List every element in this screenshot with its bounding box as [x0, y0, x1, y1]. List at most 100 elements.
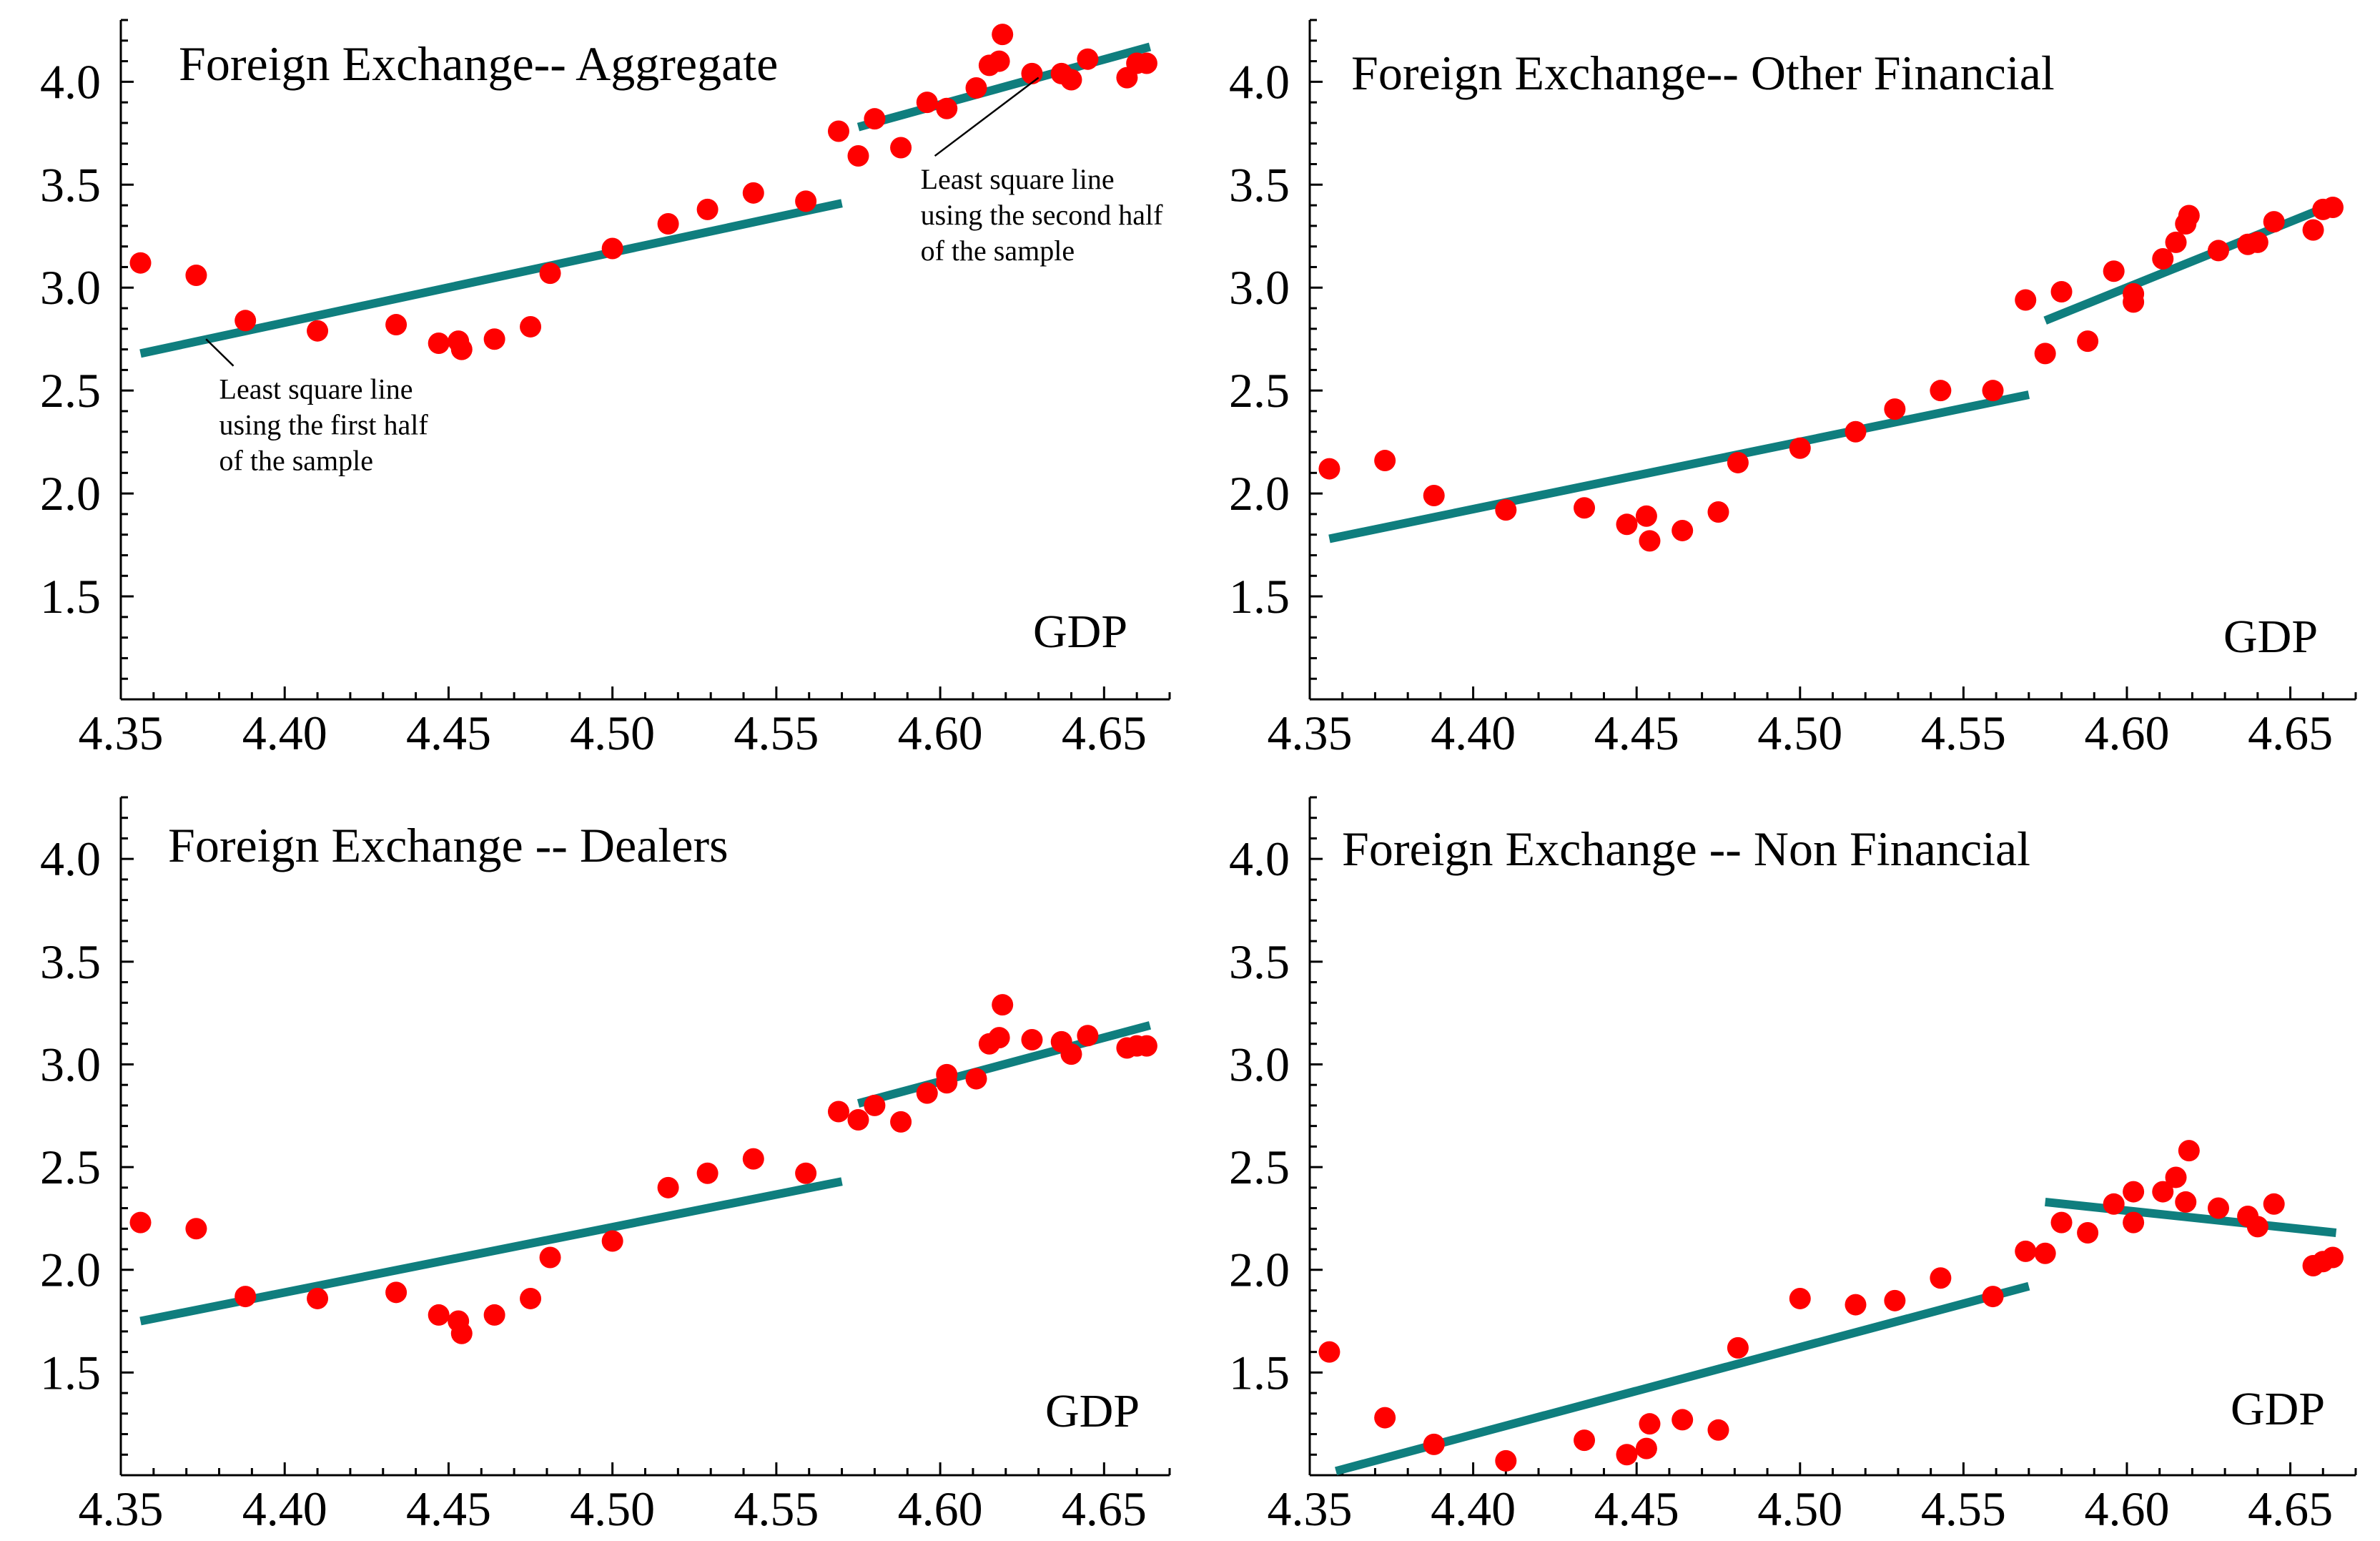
data-point [1616, 1444, 1638, 1466]
data-point [1318, 1341, 1340, 1363]
y-tick-label: 4.0 [1229, 832, 1290, 886]
least-square-line [2045, 1197, 2337, 1237]
data-point [129, 1211, 152, 1234]
data-point [965, 77, 987, 99]
y-tick-label: 1.5 [40, 1345, 101, 1399]
data-point [2207, 1197, 2229, 1219]
data-point [1707, 1419, 1729, 1441]
data-point [2152, 247, 2174, 270]
data-point [483, 328, 505, 350]
least-square-line [139, 199, 843, 358]
x-tick-label: 4.40 [242, 1482, 327, 1536]
chart-title: Foreign Exchange-- Other Financial [1351, 46, 2055, 100]
data-point [1635, 1437, 1657, 1459]
y-tick-label: 2.0 [1229, 466, 1290, 521]
data-point [847, 1109, 869, 1131]
y-tick-label: 3.5 [40, 157, 101, 212]
data-point [483, 1304, 505, 1326]
panel-other-financial: Foreign Exchange-- Other Financial GDP 1… [1229, 19, 2357, 760]
data-point [1930, 1267, 1952, 1289]
y-tick-label: 4.0 [1229, 54, 1290, 109]
x-tick-label: 4.40 [1431, 706, 1516, 760]
data-point [1930, 380, 1952, 402]
data-point [1616, 513, 1638, 536]
data-point [916, 92, 938, 114]
y-tick-label: 1.5 [1229, 1345, 1290, 1399]
data-point [1374, 450, 1396, 472]
x-tick-label: 4.55 [734, 706, 819, 760]
data-point [385, 314, 408, 336]
data-point [657, 1176, 679, 1198]
data-point [1423, 1433, 1445, 1455]
data-point [847, 145, 869, 167]
y-tick-label: 3.0 [40, 260, 101, 315]
data-point [864, 1094, 886, 1116]
x-tick-label: 4.55 [734, 1482, 819, 1536]
data-point [890, 1111, 912, 1133]
least-square-line [856, 1021, 1152, 1108]
y-tick-label: 4.0 [40, 832, 101, 886]
annotation-text: Least square line [921, 163, 1115, 195]
least-square-line [856, 42, 1152, 132]
data-point [696, 1162, 719, 1184]
x-tick-label: 4.60 [898, 1482, 983, 1536]
data-point [795, 1162, 817, 1184]
data-point [2077, 1222, 2099, 1244]
data-point [2050, 1211, 2073, 1234]
data-point [1707, 501, 1729, 523]
x-tick-label: 4.60 [2084, 706, 2169, 760]
data-point [2015, 1240, 2037, 1262]
data-point [185, 264, 207, 286]
data-point [1423, 485, 1445, 506]
chart-title: Foreign Exchange-- Aggregate [179, 36, 778, 91]
panel-dealers: Foreign Exchange -- Dealers GDP 1.5 2.0 2.… [40, 796, 1171, 1536]
x-tick-label: 4.50 [1757, 706, 1842, 760]
data-point [129, 252, 152, 274]
data-point [1495, 499, 1517, 521]
annotation-text: Least square line [219, 373, 413, 405]
y-tick-label: 3.0 [1229, 1037, 1290, 1091]
data-point [965, 1068, 987, 1090]
data-point [1639, 530, 1661, 552]
data-point [992, 994, 1014, 1016]
data-point [2175, 1191, 2197, 1213]
panel-aggregate: Foreign Exchange-- Aggregate GDP 1.5 2.0 2… [40, 19, 1171, 760]
x-tick-label: 4.35 [79, 706, 164, 760]
x-tick-label: 4.45 [1594, 706, 1679, 760]
data-point [1318, 458, 1340, 480]
x-axis-label: GDP [2231, 1383, 2325, 1435]
data-point [1060, 1043, 1082, 1065]
data-point [1374, 1407, 1396, 1429]
data-point [2207, 240, 2229, 262]
x-tick-label: 4.50 [1757, 1482, 1842, 1536]
data-point [2321, 196, 2344, 218]
x-tick-label: 4.60 [898, 706, 983, 760]
data-point [2152, 1181, 2174, 1203]
y-tick-label: 3.5 [1229, 935, 1290, 989]
x-tick-label: 4.35 [79, 1482, 164, 1536]
data-point [1574, 497, 1596, 519]
data-point [601, 1230, 623, 1252]
y-tick-label: 2.0 [40, 466, 101, 521]
data-point [1060, 69, 1082, 91]
data-point [234, 310, 257, 332]
y-tick-label: 4.0 [40, 54, 101, 109]
data-point [2178, 205, 2200, 227]
x-tick-label: 4.45 [406, 706, 491, 760]
data-point [936, 97, 958, 119]
x-tick-label: 4.60 [2084, 1482, 2169, 1536]
data-point [1727, 1336, 1749, 1359]
least-square-line [1328, 390, 2030, 543]
x-tick-label: 4.65 [1062, 1482, 1147, 1536]
data-point [2263, 1193, 2285, 1215]
data-point [1495, 1449, 1517, 1472]
data-point [1672, 1409, 1694, 1431]
data-point [539, 262, 561, 285]
data-point [450, 338, 473, 360]
x-tick-label: 4.65 [2248, 1482, 2333, 1536]
data-point [2246, 231, 2268, 253]
y-tick-label: 1.5 [1229, 569, 1290, 624]
data-point [827, 120, 849, 142]
data-point [2123, 1181, 2145, 1203]
